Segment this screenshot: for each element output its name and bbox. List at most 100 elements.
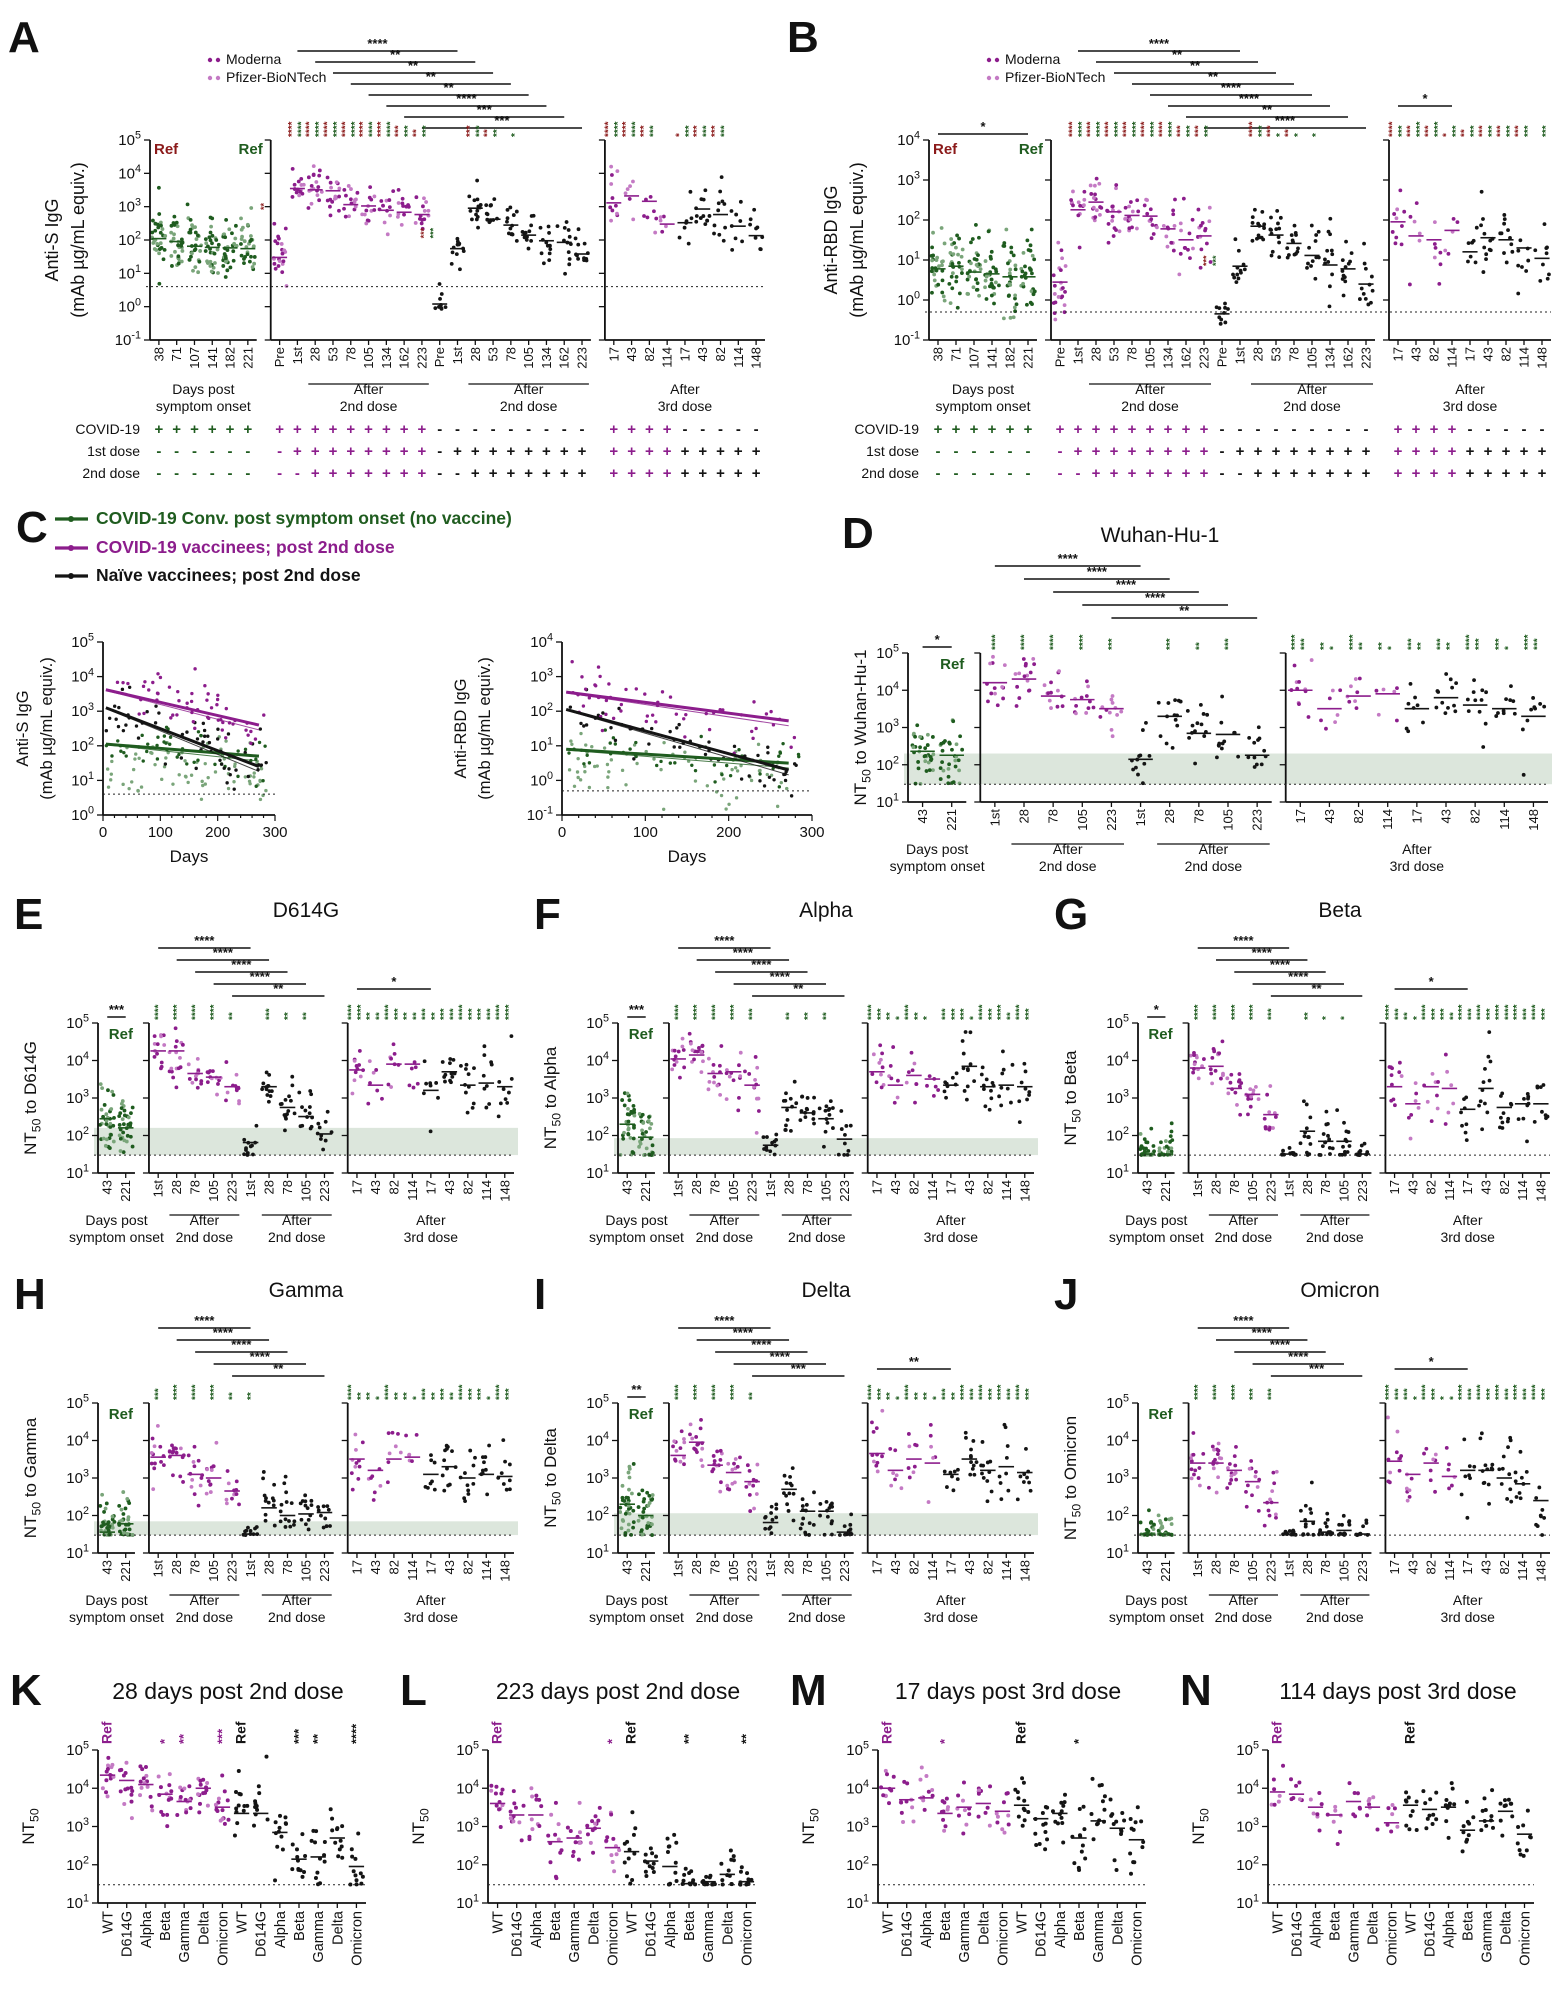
panel-c: C COVID-19 Conv. post symptom onset (no v… (14, 503, 825, 866)
svg-text:1st: 1st (151, 1560, 166, 1578)
svg-text:+: + (1362, 443, 1371, 460)
svg-text:***: *** (1203, 125, 1214, 137)
svg-text:105: 105 (299, 1180, 314, 1202)
svg-text:+: + (1056, 421, 1065, 438)
svg-text:17: 17 (869, 1180, 884, 1194)
svg-text:-: - (210, 443, 215, 460)
svg-text:-: - (1220, 421, 1225, 438)
svg-text:Delta: Delta (801, 1279, 850, 1302)
svg-text:+: + (988, 421, 997, 438)
svg-text:+: + (934, 421, 943, 438)
svg-text:+: + (752, 465, 761, 482)
svg-text:-: - (1058, 465, 1063, 482)
svg-text:Ref: Ref (109, 1026, 134, 1043)
svg-text:****: **** (209, 1004, 220, 1020)
svg-text:28: 28 (1089, 347, 1104, 361)
svg-text:+: + (1006, 421, 1015, 438)
svg-text:COVID-19 vaccinees; post 2nd d: COVID-19 vaccinees; post 2nd dose (96, 537, 395, 557)
svg-text:+: + (1128, 465, 1137, 482)
svg-text:223: 223 (1359, 347, 1374, 369)
svg-text:+: + (1326, 465, 1335, 482)
svg-text:After: After (710, 1212, 740, 1228)
svg-text:+: + (627, 421, 636, 438)
svg-text:***: *** (494, 113, 510, 128)
svg-text:+: + (1254, 443, 1263, 460)
svg-text:+: + (1200, 443, 1209, 460)
svg-text:17: 17 (1293, 809, 1308, 823)
svg-text:-: - (491, 421, 496, 438)
svg-text:223: 223 (837, 1560, 852, 1582)
svg-text:+: + (560, 443, 569, 460)
svg-text:78: 78 (280, 1180, 295, 1194)
svg-text:***: *** (950, 1008, 961, 1020)
svg-text:78: 78 (1287, 347, 1302, 361)
svg-text:162: 162 (397, 347, 412, 369)
svg-text:+: + (645, 443, 654, 460)
svg-text:43: 43 (1405, 1180, 1420, 1194)
svg-text:Anti-RBD IgG: Anti-RBD IgG (452, 679, 470, 779)
svg-text:82: 82 (1468, 809, 1483, 823)
svg-text:+: + (329, 443, 338, 460)
svg-text:53: 53 (325, 347, 340, 361)
svg-text:**: ** (909, 1354, 920, 1369)
svg-text:-: - (1292, 421, 1297, 438)
svg-text:+: + (524, 443, 533, 460)
svg-text:148: 148 (1017, 1180, 1032, 1202)
svg-text:223: 223 (745, 1560, 760, 1582)
svg-text:**: ** (1303, 1012, 1314, 1020)
svg-text:162: 162 (557, 347, 572, 369)
svg-text:Moderna: Moderna (226, 51, 281, 67)
svg-text:***: *** (1487, 125, 1498, 137)
svg-text:After: After (802, 1592, 832, 1608)
svg-text:71: 71 (949, 347, 964, 361)
svg-text:*: * (374, 1396, 385, 1400)
svg-text:*: * (1503, 646, 1514, 650)
svg-text:(mAb µg/mL equiv.): (mAb µg/mL equiv.) (68, 162, 88, 317)
svg-text:1st: 1st (987, 809, 1002, 827)
svg-text:**: ** (1194, 642, 1205, 650)
svg-text:Gamma: Gamma (269, 1279, 344, 1302)
svg-text:82: 82 (906, 1180, 921, 1194)
svg-text:114: 114 (405, 1560, 420, 1581)
svg-text:28: 28 (1162, 809, 1177, 823)
svg-text:+: + (1200, 465, 1209, 482)
svg-text:***: *** (1522, 1008, 1533, 1020)
svg-text:****: **** (376, 121, 387, 137)
svg-text:****: **** (714, 1313, 735, 1328)
svg-text:+: + (1412, 421, 1421, 438)
svg-text:**: ** (1448, 1012, 1459, 1020)
svg-text:**: ** (913, 1012, 924, 1020)
svg-text:28: 28 (468, 347, 483, 361)
svg-text:****: **** (296, 121, 307, 137)
svg-text:-: - (1504, 421, 1509, 438)
svg-text:182: 182 (223, 347, 238, 369)
svg-text:+: + (1520, 465, 1529, 482)
svg-text:3rd dose: 3rd dose (1443, 398, 1498, 414)
svg-text:****: **** (1221, 80, 1242, 95)
svg-text:Ref: Ref (1019, 141, 1044, 158)
svg-text:***: *** (629, 1002, 645, 1017)
svg-text:****: **** (1288, 969, 1309, 984)
svg-text:****: **** (314, 121, 325, 137)
svg-text:**: ** (1377, 642, 1388, 650)
svg-text:(mAb µg/mL equiv.): (mAb µg/mL equiv.) (476, 657, 494, 799)
svg-text:***: *** (876, 1388, 887, 1400)
svg-text:+: + (382, 443, 391, 460)
svg-text:****: **** (383, 1384, 394, 1400)
svg-text:+: + (400, 443, 409, 460)
svg-text:****: **** (1140, 121, 1151, 137)
svg-text:****: **** (866, 1384, 877, 1400)
svg-text:221: 221 (1021, 347, 1036, 369)
svg-text:****: **** (209, 1384, 220, 1400)
svg-text:1st: 1st (763, 1180, 778, 1198)
svg-text:+: + (1128, 421, 1137, 438)
svg-text:**: ** (228, 1392, 239, 1400)
svg-text:+: + (681, 465, 690, 482)
svg-text:223: 223 (1355, 1560, 1370, 1582)
svg-text:****: **** (1014, 1004, 1025, 1020)
svg-text:+: + (311, 421, 320, 438)
svg-text:+: + (1182, 421, 1191, 438)
svg-text:****: **** (172, 1384, 183, 1400)
svg-text:****: **** (1248, 1004, 1259, 1020)
